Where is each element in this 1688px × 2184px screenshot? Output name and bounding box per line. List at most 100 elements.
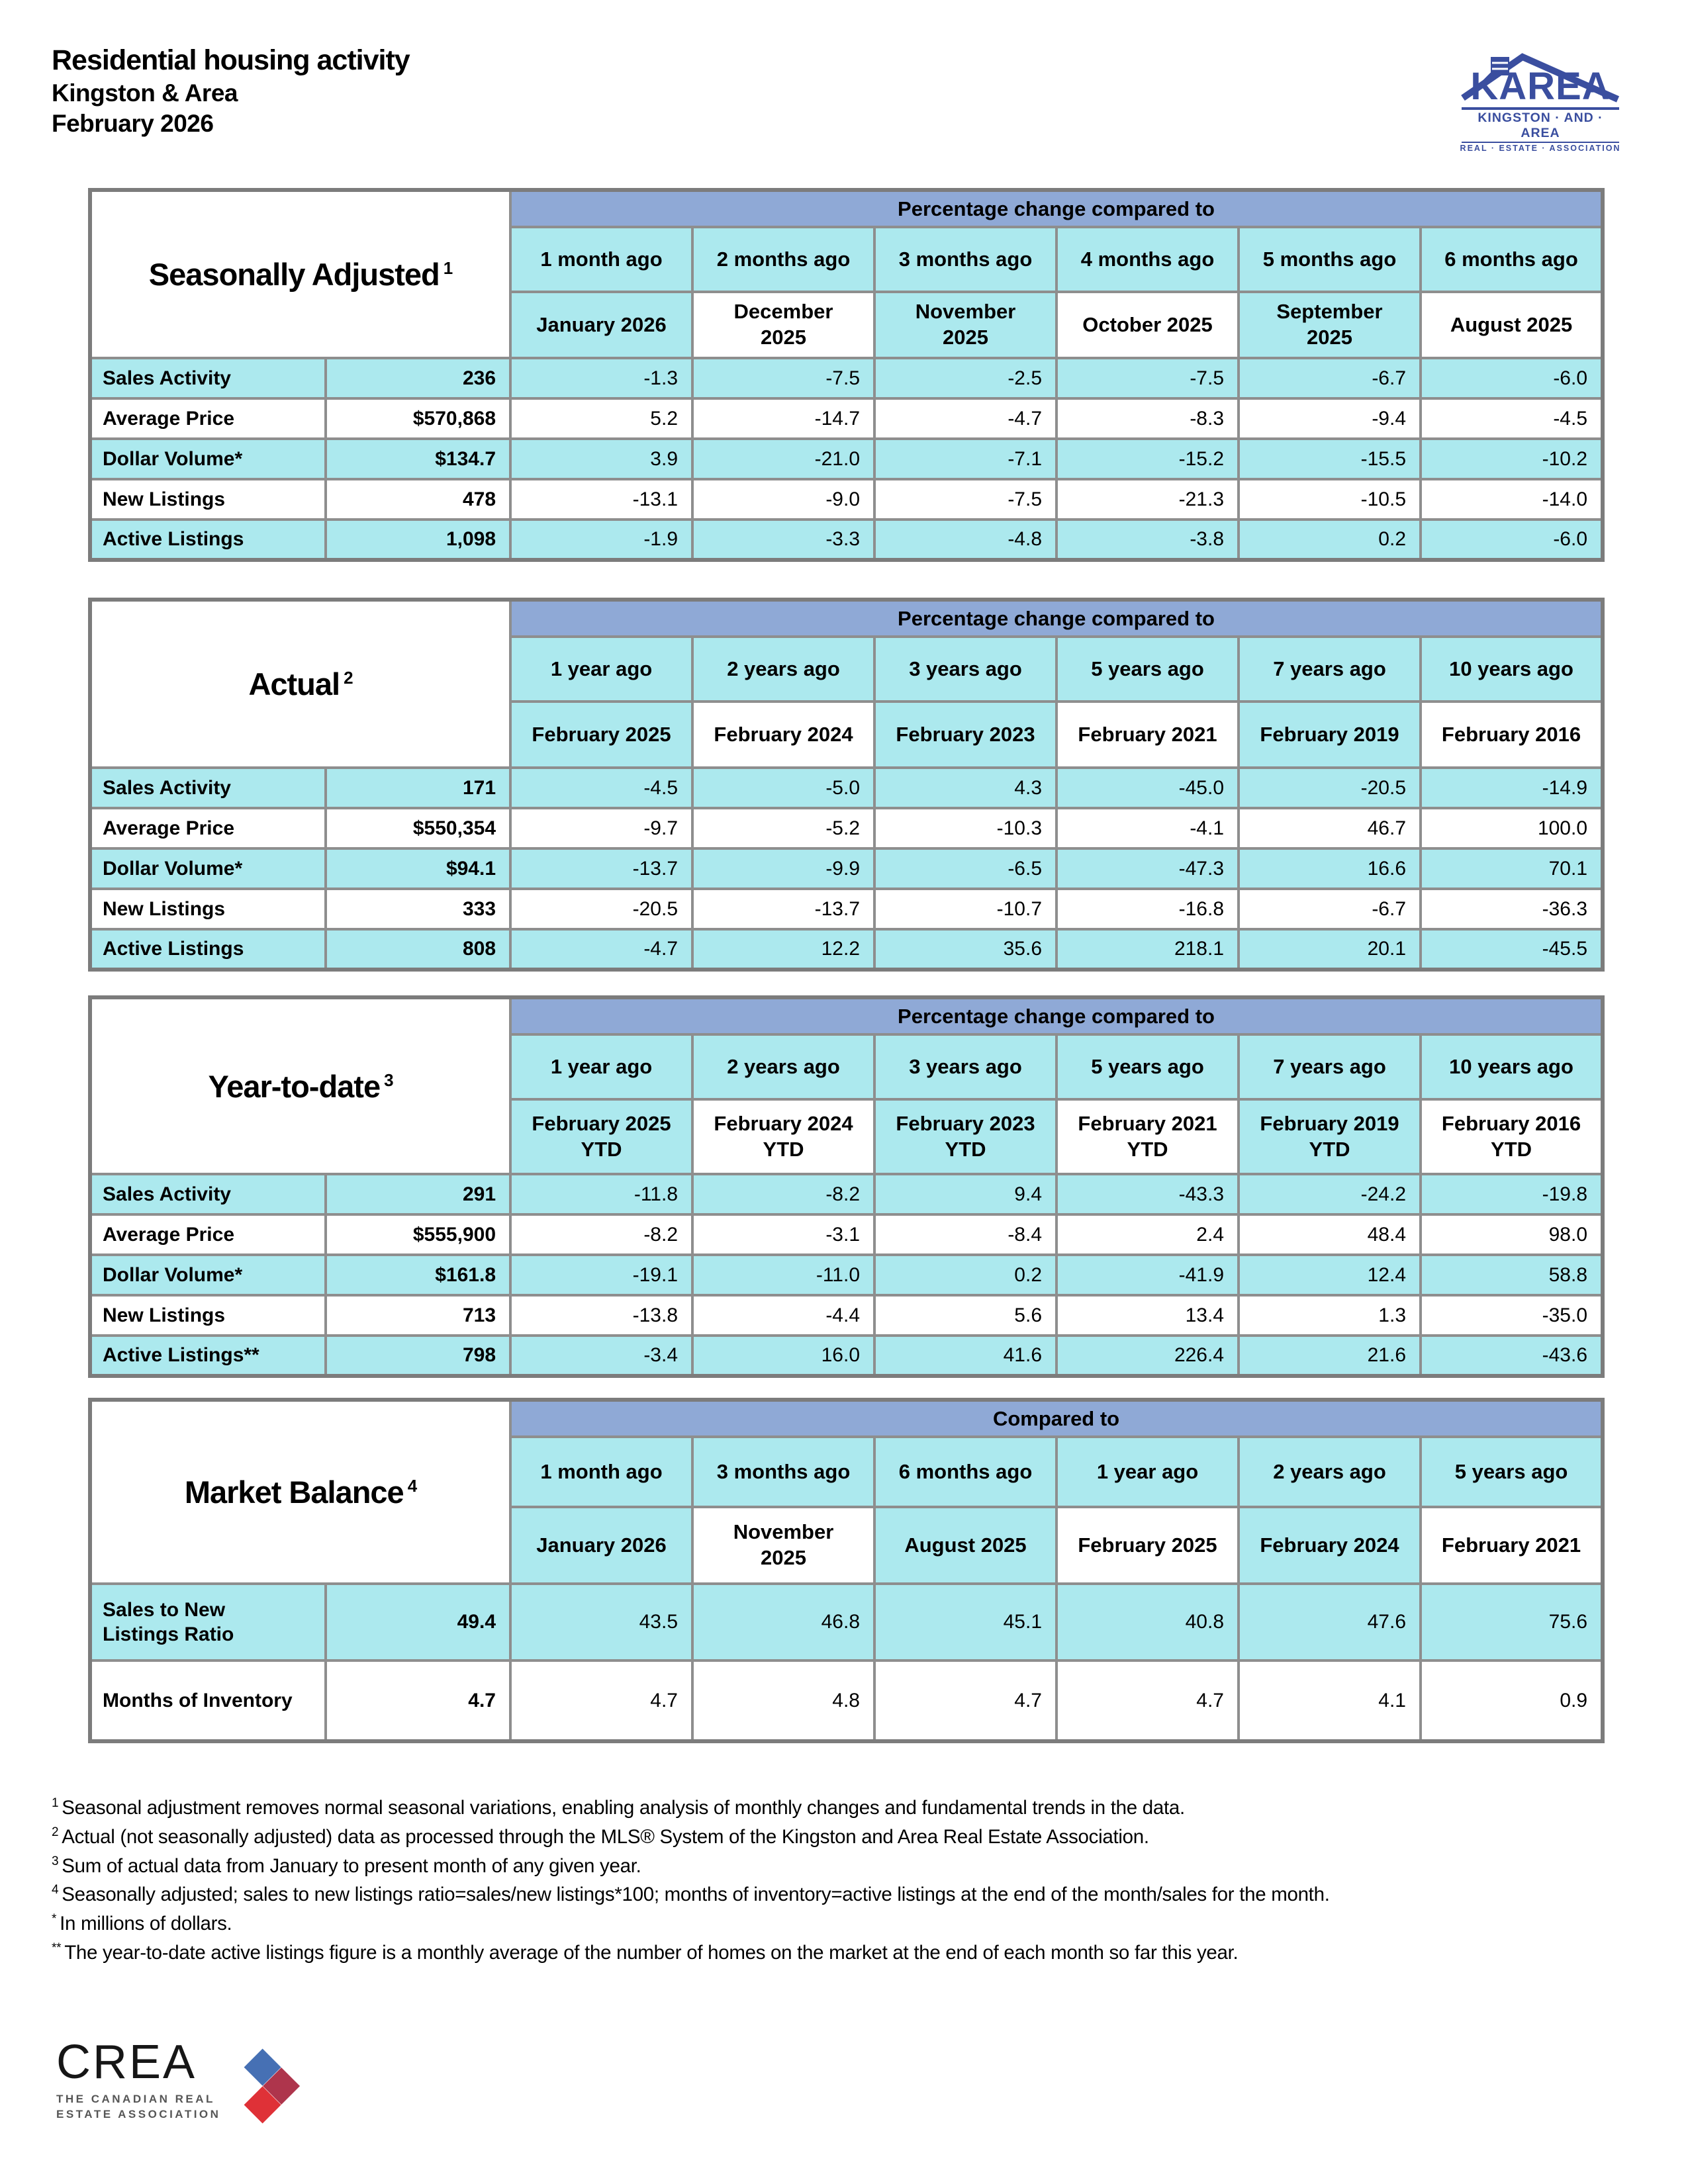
footnotes: 1 Seasonal adjustment removes normal seas…: [52, 1791, 1640, 1965]
comparison-band-label: Compared to: [508, 1398, 1605, 1438]
current-value: 171: [324, 766, 512, 809]
change-value: 4.1: [1237, 1659, 1422, 1743]
footnote-marker: **: [52, 1941, 62, 1956]
change-value: -5.0: [691, 766, 876, 809]
change-value: -4.8: [873, 518, 1058, 561]
table-band-row: Actual 2 Percentage change compared to: [88, 598, 1605, 769]
change-value: 58.8: [1419, 1253, 1605, 1297]
karea-name-line2: REAL · ESTATE · ASSOCIATION: [1460, 144, 1621, 153]
comparison-band-label: Percentage change compared to: [509, 598, 1605, 638]
change-value: -43.6: [1419, 1334, 1605, 1377]
table-name-text: Actual: [248, 666, 340, 702]
table-row: Active Listings 808 -4.7 12.2 35.6 218.1 20.1-…: [89, 928, 1605, 971]
change-value: -8.2: [509, 1213, 694, 1256]
change-value: 226.4: [1055, 1334, 1241, 1377]
karea-divider: [1462, 107, 1619, 110]
row-label: Average Price: [89, 807, 327, 850]
change-value: 98.0: [1419, 1213, 1605, 1256]
change-value: 4.7: [509, 1659, 694, 1743]
period-header: October 2025: [1055, 291, 1241, 359]
table-row: New Listings 333 -20.5 -13.7 -10.7 -16.8 -6.7-…: [89, 887, 1605, 931]
current-value: 49.4: [324, 1582, 512, 1662]
current-value: $555,900: [324, 1213, 512, 1256]
footnote-marker: 3: [52, 1854, 59, 1868]
footnote-text: Actual (not seasonally adjusted) data as…: [62, 1825, 1149, 1848]
column-header: 2 years ago: [691, 635, 876, 703]
change-value: 16.0: [691, 1334, 876, 1377]
period-header: February 2023 YTD: [873, 1098, 1058, 1175]
change-value: -20.5: [509, 887, 694, 931]
column-header: 10 years ago: [1419, 635, 1605, 703]
row-label: Active Listings: [89, 928, 327, 971]
table-title: Year-to-date 3: [88, 996, 512, 1175]
period-header: February 2016 YTD: [1419, 1098, 1605, 1175]
row-label: Average Price: [89, 1213, 327, 1256]
change-value: 46.8: [691, 1582, 876, 1662]
table-band-row: Year-to-date 3 Percentage change compared …: [88, 996, 1605, 1175]
footnote-text: Seasonally adjusted; sales to new listin…: [62, 1884, 1330, 1906]
change-value: 5.2: [509, 397, 694, 440]
change-value: 9.4: [873, 1173, 1058, 1216]
column-header-row: 1 month ago 3 months ago 6 months ago 1 yea…: [90, 1435, 1605, 1508]
comparison-band-label: Percentage change compared to: [509, 189, 1605, 228]
table-band-row: Market Balance 4 Compared to: [89, 1398, 1605, 1585]
change-value: -8.2: [691, 1173, 876, 1216]
footnote-text: Seasonal adjustment removes normal seaso…: [62, 1796, 1185, 1819]
karea-acronym: KAREA: [1470, 65, 1611, 108]
change-value: -9.4: [1237, 397, 1423, 440]
table-row: Months of Inventory 4.7 4.7 4.8 4.7 4.7 4.1 0.9: [89, 1659, 1605, 1743]
year-to-date-table-wrap: Year-to-date 3 Percentage change compared …: [88, 995, 1605, 1378]
change-value: 5.6: [873, 1294, 1058, 1337]
change-value: -3.8: [1055, 518, 1241, 561]
change-value: -9.9: [691, 847, 876, 890]
row-label: Average Price: [89, 397, 327, 440]
footnote: 2 Actual (not seasonally adjusted) data a…: [52, 1820, 1640, 1849]
change-value: -1.9: [509, 518, 694, 561]
table-row: Active Listings** 798 -3.4 16.0 41.6 226.4 21.…: [89, 1334, 1605, 1377]
current-value: 798: [324, 1334, 512, 1377]
change-value: -6.0: [1419, 518, 1605, 561]
table-title: Seasonally Adjusted 1: [88, 189, 512, 359]
change-value: -20.5: [1237, 766, 1423, 809]
table-row: Average Price $555,900 -8.2 -3.1 -8.4 2.4 48.4…: [89, 1213, 1605, 1256]
change-value: -6.0: [1419, 357, 1605, 400]
change-value: 0.2: [1237, 518, 1423, 561]
crea-tagline-line2: ESTATE ASSOCIATION: [56, 2108, 221, 2120]
row-label: New Listings: [89, 1294, 327, 1337]
column-header: 7 years ago: [1237, 635, 1423, 703]
period-header: February 2023: [873, 700, 1058, 769]
change-value: -15.5: [1237, 437, 1423, 480]
period-header: February 2016: [1419, 700, 1605, 769]
column-header: 5 years ago: [1055, 635, 1241, 703]
table-footnote-marker: 1: [443, 258, 453, 279]
row-label: Active Listings: [89, 518, 327, 561]
change-value: -36.3: [1419, 887, 1605, 931]
column-header: 7 years ago: [1237, 1033, 1423, 1101]
current-value: $134.7: [324, 437, 512, 480]
footnote-marker: 2: [52, 1825, 59, 1839]
period-header-row: February 2025 YTD February 2024 YTD Februa…: [90, 1098, 1605, 1175]
current-value: $94.1: [324, 847, 512, 890]
footnote: 3 Sum of actual data from January to pres…: [52, 1849, 1640, 1878]
column-header-row: 1 month ago 2 months ago 3 months ago 4 mon…: [90, 226, 1605, 293]
change-value: -11.0: [691, 1253, 876, 1297]
table-footnote-marker: 3: [384, 1069, 394, 1090]
period-header: February 2025: [1055, 1506, 1240, 1585]
period-header-row: January 2026 December 2025 November 2025 Oc…: [90, 291, 1605, 359]
change-value: -13.7: [509, 847, 694, 890]
change-value: -14.9: [1419, 766, 1605, 809]
period-header: February 2021: [1419, 1506, 1605, 1585]
change-value: -19.8: [1419, 1173, 1605, 1216]
change-value: 70.1: [1419, 847, 1605, 890]
market-balance-table: Market Balance 4 Compared to 1 month ago 3 m…: [88, 1398, 1605, 1743]
column-header: 4 months ago: [1055, 226, 1241, 293]
column-header: 10 years ago: [1419, 1033, 1605, 1101]
change-value: 21.6: [1237, 1334, 1423, 1377]
change-value: -14.7: [691, 397, 876, 440]
karea-roof-icon: [1461, 53, 1620, 103]
change-value: -14.0: [1419, 478, 1605, 521]
change-value: 40.8: [1055, 1582, 1240, 1662]
table-row: Average Price $570,868 5.2 -14.7 -4.7 -8.3 -9.…: [89, 397, 1605, 440]
karea-name-line1: KINGSTON · AND · AREA: [1477, 111, 1603, 140]
crea-logo: CREA THE CANADIAN REAL ESTATE ASSOCIATIO…: [56, 2038, 314, 2132]
